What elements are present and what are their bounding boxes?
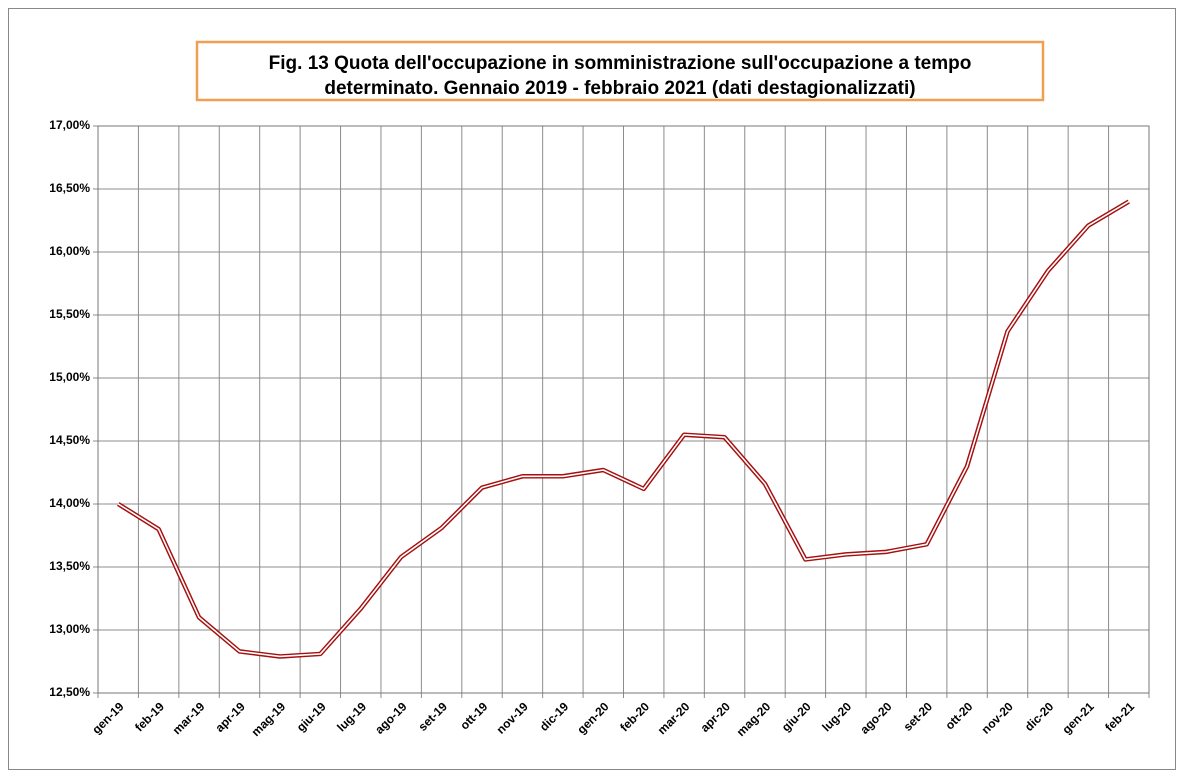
y-tick-label: 13,50%: [49, 559, 90, 573]
chart-border: [8, 8, 1176, 770]
data-line-inner: [117, 200, 1130, 658]
y-tick-label: 15,00%: [49, 370, 90, 384]
y-tick-label: 16,00%: [49, 244, 90, 258]
chart-title: Fig. 13 Quota dell'occupazione in sommin…: [269, 53, 972, 74]
y-tick-label: 15,50%: [49, 307, 90, 321]
y-tick-label: 13,00%: [49, 622, 90, 636]
y-tick-label: 14,50%: [49, 433, 90, 447]
title-box: [195, 40, 1045, 102]
y-tick-label: 14,00%: [49, 496, 90, 510]
plot-area-border: [97, 125, 1150, 694]
y-tick-label: 12,50%: [49, 685, 90, 699]
chart-title: determinato. Gennaio 2019 - febbraio 202…: [324, 78, 915, 99]
y-tick-label: 16,50%: [49, 181, 90, 195]
y-tick-label: 17,00%: [49, 118, 90, 132]
